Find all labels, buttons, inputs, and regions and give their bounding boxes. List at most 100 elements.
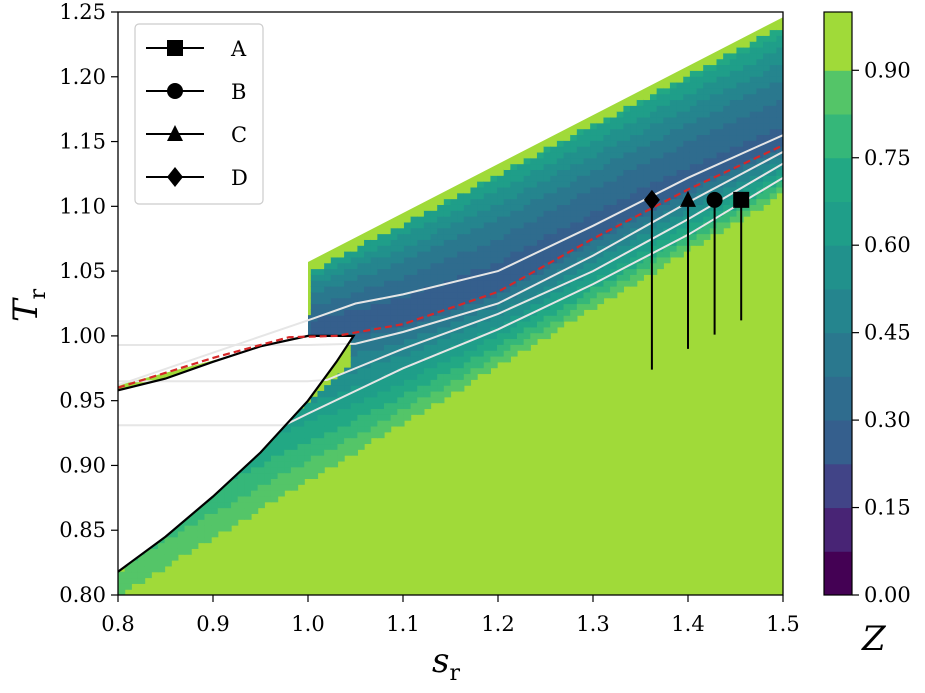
contour-cell — [403, 251, 412, 258]
contour-cell — [563, 286, 571, 293]
contour-cell — [689, 239, 698, 246]
contour-cell — [430, 396, 438, 404]
contour-cell — [603, 111, 611, 118]
contour-cell — [723, 204, 731, 211]
contour-cell — [736, 41, 744, 48]
contour-cell — [663, 99, 671, 106]
contour-cell — [370, 262, 378, 270]
contour-cell — [616, 274, 624, 281]
contour-cell — [716, 128, 724, 136]
contour-cell — [324, 414, 332, 421]
contour-cell — [390, 315, 398, 322]
contour-cell — [297, 420, 305, 427]
contour-cell — [497, 210, 505, 217]
contour-cell — [756, 46, 764, 54]
contour-cell — [530, 221, 538, 229]
contour-cell — [124, 583, 132, 590]
contour-cell — [689, 216, 698, 223]
contour-cell — [270, 437, 279, 445]
contour-cell — [576, 169, 585, 176]
contour-cell — [530, 146, 538, 153]
contour-cell — [397, 245, 405, 252]
contour-cell — [596, 122, 605, 130]
contour-cell — [164, 536, 172, 544]
contour-cell — [330, 256, 339, 264]
contour-cell — [536, 221, 545, 229]
contour-cell — [344, 251, 352, 258]
contour-cell — [716, 105, 724, 112]
contour-cell — [204, 513, 212, 520]
contour-cell — [763, 87, 771, 95]
y-tick-label: 0.80 — [59, 583, 106, 607]
contour-cell — [477, 303, 485, 310]
contour-cell — [636, 216, 644, 223]
contour-cell — [324, 425, 332, 433]
contour-cell — [277, 449, 285, 456]
contour-cell — [743, 210, 751, 217]
contour-cell — [477, 367, 485, 375]
y-tick-label: 1.10 — [59, 194, 106, 218]
contour-cell — [443, 338, 452, 345]
contour-cell — [650, 93, 658, 101]
contour-cell — [217, 507, 225, 514]
contour-cell — [390, 396, 398, 404]
contour-cell — [337, 443, 345, 450]
contour-cell — [530, 186, 538, 194]
contour-cell — [636, 233, 644, 240]
contour-cell — [716, 140, 724, 147]
contour-cell — [357, 443, 365, 450]
contour-cell — [729, 99, 738, 106]
contour-cell — [636, 169, 644, 176]
contour-cell — [164, 554, 172, 561]
contour-cell — [783, 64, 790, 70]
contour-cell — [463, 274, 472, 281]
contour-cell — [483, 297, 491, 305]
contour-cell — [776, 111, 783, 118]
contour-cell — [337, 379, 345, 386]
contour-cell — [384, 326, 392, 334]
contour-cell — [410, 326, 418, 334]
contour-cell — [350, 268, 358, 275]
contour-cell — [364, 425, 372, 433]
contour-cell — [536, 251, 545, 258]
colorbar-ticks: 0.000.150.300.450.600.750.90 — [852, 58, 911, 607]
contour-cell — [530, 175, 538, 182]
contour-cell — [536, 169, 545, 176]
contour-cell — [716, 64, 724, 71]
contour-cell — [610, 116, 618, 124]
contour-cell — [344, 320, 352, 328]
colorbar-segment — [824, 114, 852, 159]
contour-cell — [543, 291, 551, 299]
contour-cell — [437, 262, 445, 270]
contour-cell — [437, 233, 445, 240]
contour-cell — [403, 373, 412, 380]
contour-cell — [470, 175, 478, 182]
contour-cell — [550, 303, 558, 310]
contour-cell — [570, 303, 578, 310]
contour-cell — [643, 122, 651, 130]
contour-cell — [709, 146, 718, 153]
contour-cell — [357, 291, 365, 299]
contour-cell — [669, 87, 678, 95]
contour-cell — [689, 157, 698, 165]
contour-cell — [357, 280, 365, 287]
contour-cell — [430, 227, 438, 235]
contour-cell — [330, 303, 339, 310]
contour-cell — [503, 233, 511, 240]
contour-cell — [530, 227, 538, 235]
contour-cell — [390, 256, 398, 264]
contour-cell — [530, 280, 538, 287]
contour-cell — [197, 513, 206, 520]
contour-cell — [457, 221, 465, 229]
colorbar-tick-label: 0.15 — [864, 496, 911, 520]
contour-cell — [310, 431, 319, 439]
contour-cell — [277, 431, 285, 439]
contour-cell — [357, 309, 365, 316]
contour-cell — [696, 198, 704, 205]
contour-cell — [477, 338, 485, 345]
contour-cell — [517, 181, 525, 188]
contour-cell — [297, 431, 305, 439]
contour-cell — [523, 163, 531, 171]
contour-cell — [463, 379, 472, 386]
contour-cell — [643, 157, 651, 165]
